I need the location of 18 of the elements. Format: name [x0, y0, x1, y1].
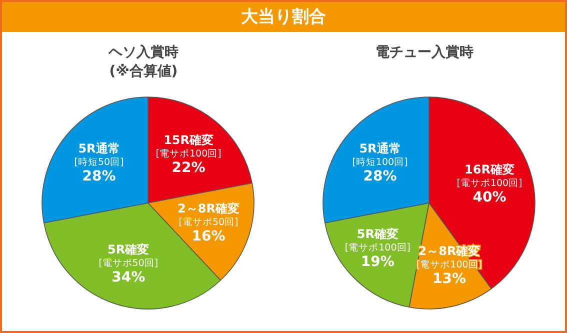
slice-label: 2～8R確変 [電サポ50回]: [178, 202, 240, 228]
data-label: 28%: [82, 168, 116, 184]
slice-label: 5R通常 [時短100回]: [352, 141, 408, 168]
data-label: 13%: [432, 271, 466, 288]
chart-subtitle: ヘソ入賞時 (※合算値): [108, 44, 178, 80]
slice-label: 5R確変 [電サポ50回]: [98, 242, 158, 269]
slice-label: 5R確変 [電サポ100回]: [344, 226, 410, 254]
data-label: 40%: [472, 189, 506, 206]
slice-label: 5R通常 [時短50回]: [74, 141, 124, 168]
slice-label: 15R確変 [電サポ100回]: [156, 132, 222, 160]
data-label: 22%: [172, 160, 206, 176]
slice-label: 16R確変 [電サポ100回]: [456, 162, 522, 189]
data-label: 28%: [363, 168, 397, 184]
data-label: 34%: [112, 269, 146, 286]
chart-subtitle: 電チュー入賞時: [376, 44, 474, 60]
data-label: 16%: [192, 228, 226, 245]
data-label: 19%: [360, 254, 394, 270]
chart-title: 大当り割合: [2, 2, 565, 32]
